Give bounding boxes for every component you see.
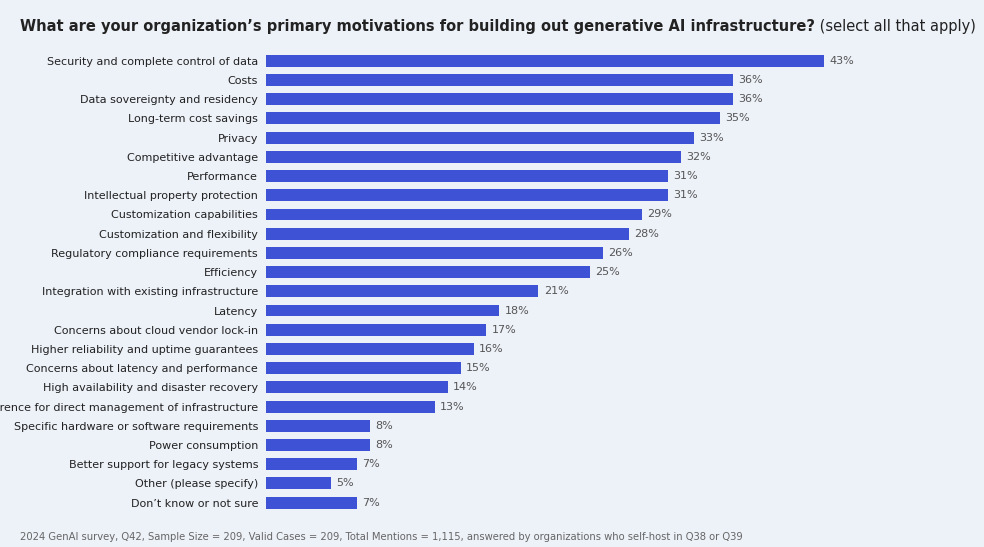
Bar (266, 170, 668, 182)
Text: 28%: 28% (635, 229, 659, 238)
Bar (266, 247, 603, 259)
Bar (266, 286, 538, 297)
Text: 16%: 16% (478, 344, 504, 354)
Bar (266, 343, 473, 355)
Text: 2024 GenAI survey, Q42, Sample Size = 209, Valid Cases = 209, Total Mentions = 1: 2024 GenAI survey, Q42, Sample Size = 20… (20, 532, 743, 542)
Text: 5%: 5% (336, 479, 353, 488)
Text: 26%: 26% (608, 248, 634, 258)
Text: 7%: 7% (362, 498, 380, 508)
Bar (266, 458, 356, 470)
Bar (266, 381, 448, 393)
Text: 15%: 15% (465, 363, 490, 373)
Bar (266, 324, 486, 336)
Text: What are your organization’s primary motivations for building out generative AI : What are your organization’s primary mot… (20, 19, 815, 34)
Bar (266, 420, 370, 432)
Text: 21%: 21% (543, 286, 569, 296)
Bar (266, 266, 590, 278)
Bar (266, 113, 720, 124)
Text: 8%: 8% (375, 421, 393, 431)
Bar (266, 478, 331, 490)
Text: 7%: 7% (362, 459, 380, 469)
Bar (266, 439, 370, 451)
Text: 18%: 18% (505, 306, 529, 316)
Bar (266, 55, 825, 67)
Bar (266, 93, 733, 105)
Bar (266, 362, 461, 374)
Text: 31%: 31% (673, 190, 699, 200)
Text: 36%: 36% (738, 75, 764, 85)
Bar (266, 208, 643, 220)
Text: 17%: 17% (492, 325, 517, 335)
Text: 14%: 14% (453, 382, 477, 392)
Text: 8%: 8% (375, 440, 393, 450)
Bar (266, 74, 733, 86)
Text: 36%: 36% (738, 94, 764, 104)
Bar (266, 132, 695, 143)
Text: 29%: 29% (647, 210, 672, 219)
Bar (266, 189, 668, 201)
Bar (266, 497, 356, 509)
Text: 13%: 13% (440, 401, 464, 411)
Text: 32%: 32% (687, 152, 711, 162)
Bar (266, 400, 435, 412)
Bar (266, 228, 630, 240)
Text: 25%: 25% (595, 267, 620, 277)
Text: 33%: 33% (700, 132, 724, 143)
Bar (266, 305, 500, 317)
Bar (266, 151, 681, 163)
Text: 31%: 31% (673, 171, 699, 181)
Text: 43%: 43% (830, 56, 854, 66)
Text: (select all that apply): (select all that apply) (815, 19, 975, 34)
Text: 35%: 35% (725, 113, 750, 124)
